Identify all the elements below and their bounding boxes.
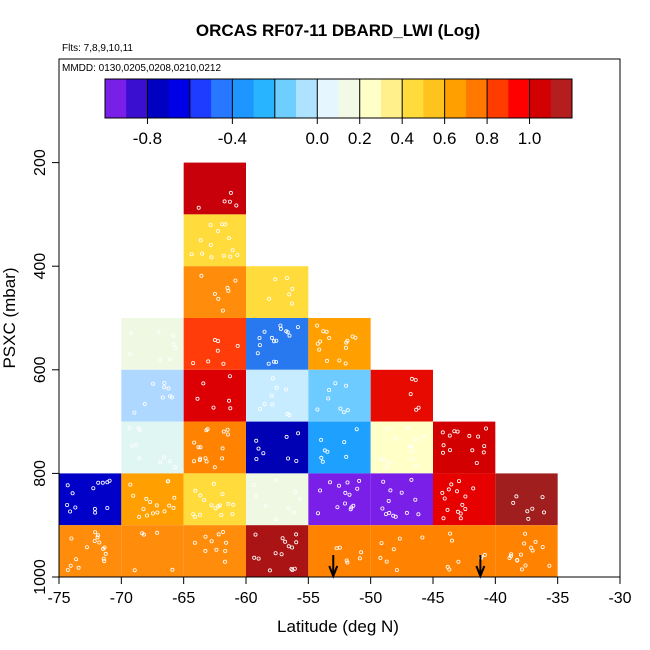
colorbar-segment (232, 79, 254, 118)
heatmap-cell (308, 422, 370, 474)
heatmap-cell (308, 370, 370, 422)
heatmap-cell (433, 422, 495, 474)
colorbar-segment (275, 79, 297, 118)
colorbar-segment (254, 79, 276, 118)
colorbar-segment (169, 79, 191, 118)
heatmap-cells (59, 163, 558, 577)
heatmap-cell (246, 422, 308, 474)
x-tick-label: -70 (110, 590, 133, 607)
colorbar-segment (147, 79, 169, 118)
heatmap-cell (246, 266, 308, 318)
heatmap-cell (184, 214, 246, 266)
colorbar-segment (508, 79, 530, 118)
x-tick-label: -60 (234, 590, 257, 607)
x-tick-label: -35 (546, 590, 569, 607)
heatmap-cell (433, 525, 495, 577)
heatmap-cell (121, 318, 183, 370)
colorbar-segment (296, 79, 318, 118)
dates-note: MMDD: 0130,0205,0208,0210,0212 (62, 63, 221, 74)
colorbar-segment (360, 79, 382, 118)
colorbar-segment (317, 79, 339, 118)
y-tick-label: 1000 (32, 559, 49, 595)
heatmap-cell (246, 370, 308, 422)
colorbar-segment (466, 79, 488, 118)
heatmap-cell (371, 525, 433, 577)
y-tick-label: 400 (32, 253, 49, 280)
colorbar-tick-label: 0.0 (305, 129, 329, 148)
colorbar-segment (190, 79, 212, 118)
heatmap-cell (495, 473, 557, 525)
colorbar-tick-label: 0.4 (390, 129, 414, 148)
colorbar-segment (211, 79, 233, 118)
x-tick-label: -40 (484, 590, 507, 607)
heatmap-cell (184, 473, 246, 525)
colorbar-segment (487, 79, 509, 118)
colorbar-segment (423, 79, 445, 118)
colorbar-tick-label: -0.8 (133, 129, 162, 148)
colorbar-segment (105, 79, 127, 118)
y-tick-label: 600 (32, 356, 49, 383)
colorbar-tick-label: 0.2 (348, 129, 372, 148)
heatmap-cell (184, 163, 246, 215)
heatmap-cell (59, 525, 121, 577)
colorbar-tick-label: 0.6 (433, 129, 457, 148)
heatmap-cell (59, 473, 121, 525)
colorbar-segment (339, 79, 361, 118)
x-tick-label: -50 (359, 590, 382, 607)
x-tick-label: -30 (608, 590, 631, 607)
x-tick-label: -55 (297, 590, 320, 607)
flights-note: Flts: 7,8,9,10,11 (62, 43, 133, 54)
heatmap-cell (184, 525, 246, 577)
colorbar-segment (402, 79, 424, 118)
x-tick-label: -65 (172, 590, 195, 607)
colorbar-tick-label: -0.4 (218, 129, 247, 148)
heatmap-cell (371, 370, 433, 422)
colorbar-tick-label: 1.0 (518, 129, 542, 148)
x-tick-label: -75 (47, 590, 70, 607)
x-tick-label: -45 (421, 590, 444, 607)
colorbar-segment (381, 79, 403, 118)
chart-title: ORCAS RF07-11 DBARD_LWI (Log) (196, 21, 480, 40)
heatmap-cell (371, 473, 433, 525)
x-axis-label: Latitude (deg N) (277, 617, 399, 636)
colorbar-segment (445, 79, 467, 118)
heatmap-cell (308, 473, 370, 525)
colorbar-tick-label: 0.8 (475, 129, 499, 148)
heatmap-cell (121, 370, 183, 422)
heatmap-cell (184, 318, 246, 370)
heatmap-cell (184, 370, 246, 422)
colorbar-segment (530, 79, 552, 118)
y-axis-label: PSXC (mbar) (0, 267, 19, 368)
colorbar-segment (551, 79, 573, 118)
colorbar: -0.8 -0.4 0.0 0.2 0.4 0.6 0.8 1.0 (105, 79, 572, 148)
y-tick-label: 200 (32, 149, 49, 176)
colorbar-segment (126, 79, 148, 118)
heatmap-cell (371, 422, 433, 474)
y-tick-label: 800 (32, 460, 49, 487)
chart: ORCAS RF07-11 DBARD_LWI (Log) Flts: 7,8,… (0, 0, 650, 650)
